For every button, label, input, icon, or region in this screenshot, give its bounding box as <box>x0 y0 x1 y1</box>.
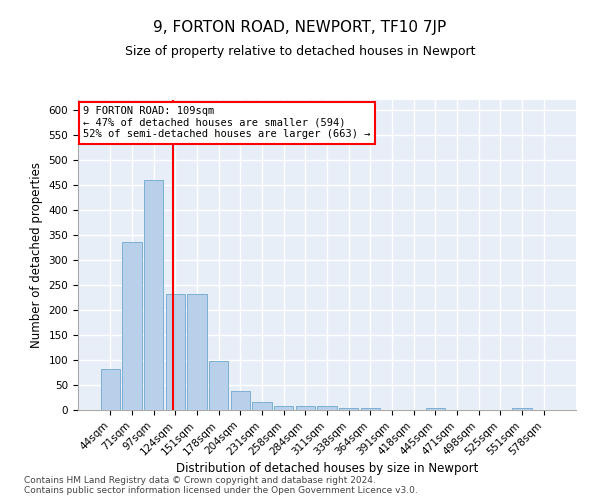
Bar <box>317 406 337 410</box>
Text: 9 FORTON ROAD: 109sqm
← 47% of detached houses are smaller (594)
52% of semi-det: 9 FORTON ROAD: 109sqm ← 47% of detached … <box>83 106 370 140</box>
Text: Size of property relative to detached houses in Newport: Size of property relative to detached ho… <box>125 45 475 58</box>
Bar <box>361 408 380 410</box>
X-axis label: Distribution of detached houses by size in Newport: Distribution of detached houses by size … <box>176 462 478 475</box>
Bar <box>166 294 185 410</box>
Bar <box>425 408 445 410</box>
Bar <box>122 242 142 410</box>
Y-axis label: Number of detached properties: Number of detached properties <box>30 162 43 348</box>
Bar <box>230 391 250 410</box>
Bar <box>209 361 229 410</box>
Bar <box>296 406 315 410</box>
Bar <box>339 408 358 410</box>
Text: Contains HM Land Registry data © Crown copyright and database right 2024.
Contai: Contains HM Land Registry data © Crown c… <box>24 476 418 495</box>
Text: 9, FORTON ROAD, NEWPORT, TF10 7JP: 9, FORTON ROAD, NEWPORT, TF10 7JP <box>154 20 446 35</box>
Bar <box>187 294 207 410</box>
Bar <box>144 180 163 410</box>
Bar <box>512 408 532 410</box>
Bar <box>274 406 293 410</box>
Bar <box>252 402 272 410</box>
Bar <box>101 369 120 410</box>
